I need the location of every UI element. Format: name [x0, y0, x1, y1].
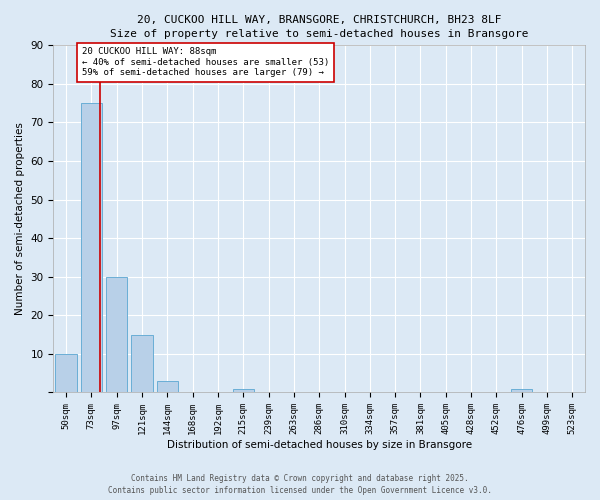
Y-axis label: Number of semi-detached properties: Number of semi-detached properties [15, 122, 25, 316]
Text: 20 CUCKOO HILL WAY: 88sqm
← 40% of semi-detached houses are smaller (53)
59% of : 20 CUCKOO HILL WAY: 88sqm ← 40% of semi-… [82, 48, 329, 77]
Bar [55, 354, 77, 393]
Bar [511, 388, 532, 392]
Bar [106, 277, 127, 392]
Bar [80, 103, 102, 393]
Bar [131, 334, 153, 392]
X-axis label: Distribution of semi-detached houses by size in Bransgore: Distribution of semi-detached houses by … [167, 440, 472, 450]
Bar [157, 381, 178, 392]
Bar [233, 388, 254, 392]
Title: 20, CUCKOO HILL WAY, BRANSGORE, CHRISTCHURCH, BH23 8LF
Size of property relative: 20, CUCKOO HILL WAY, BRANSGORE, CHRISTCH… [110, 15, 529, 39]
Text: Contains HM Land Registry data © Crown copyright and database right 2025.
Contai: Contains HM Land Registry data © Crown c… [108, 474, 492, 495]
